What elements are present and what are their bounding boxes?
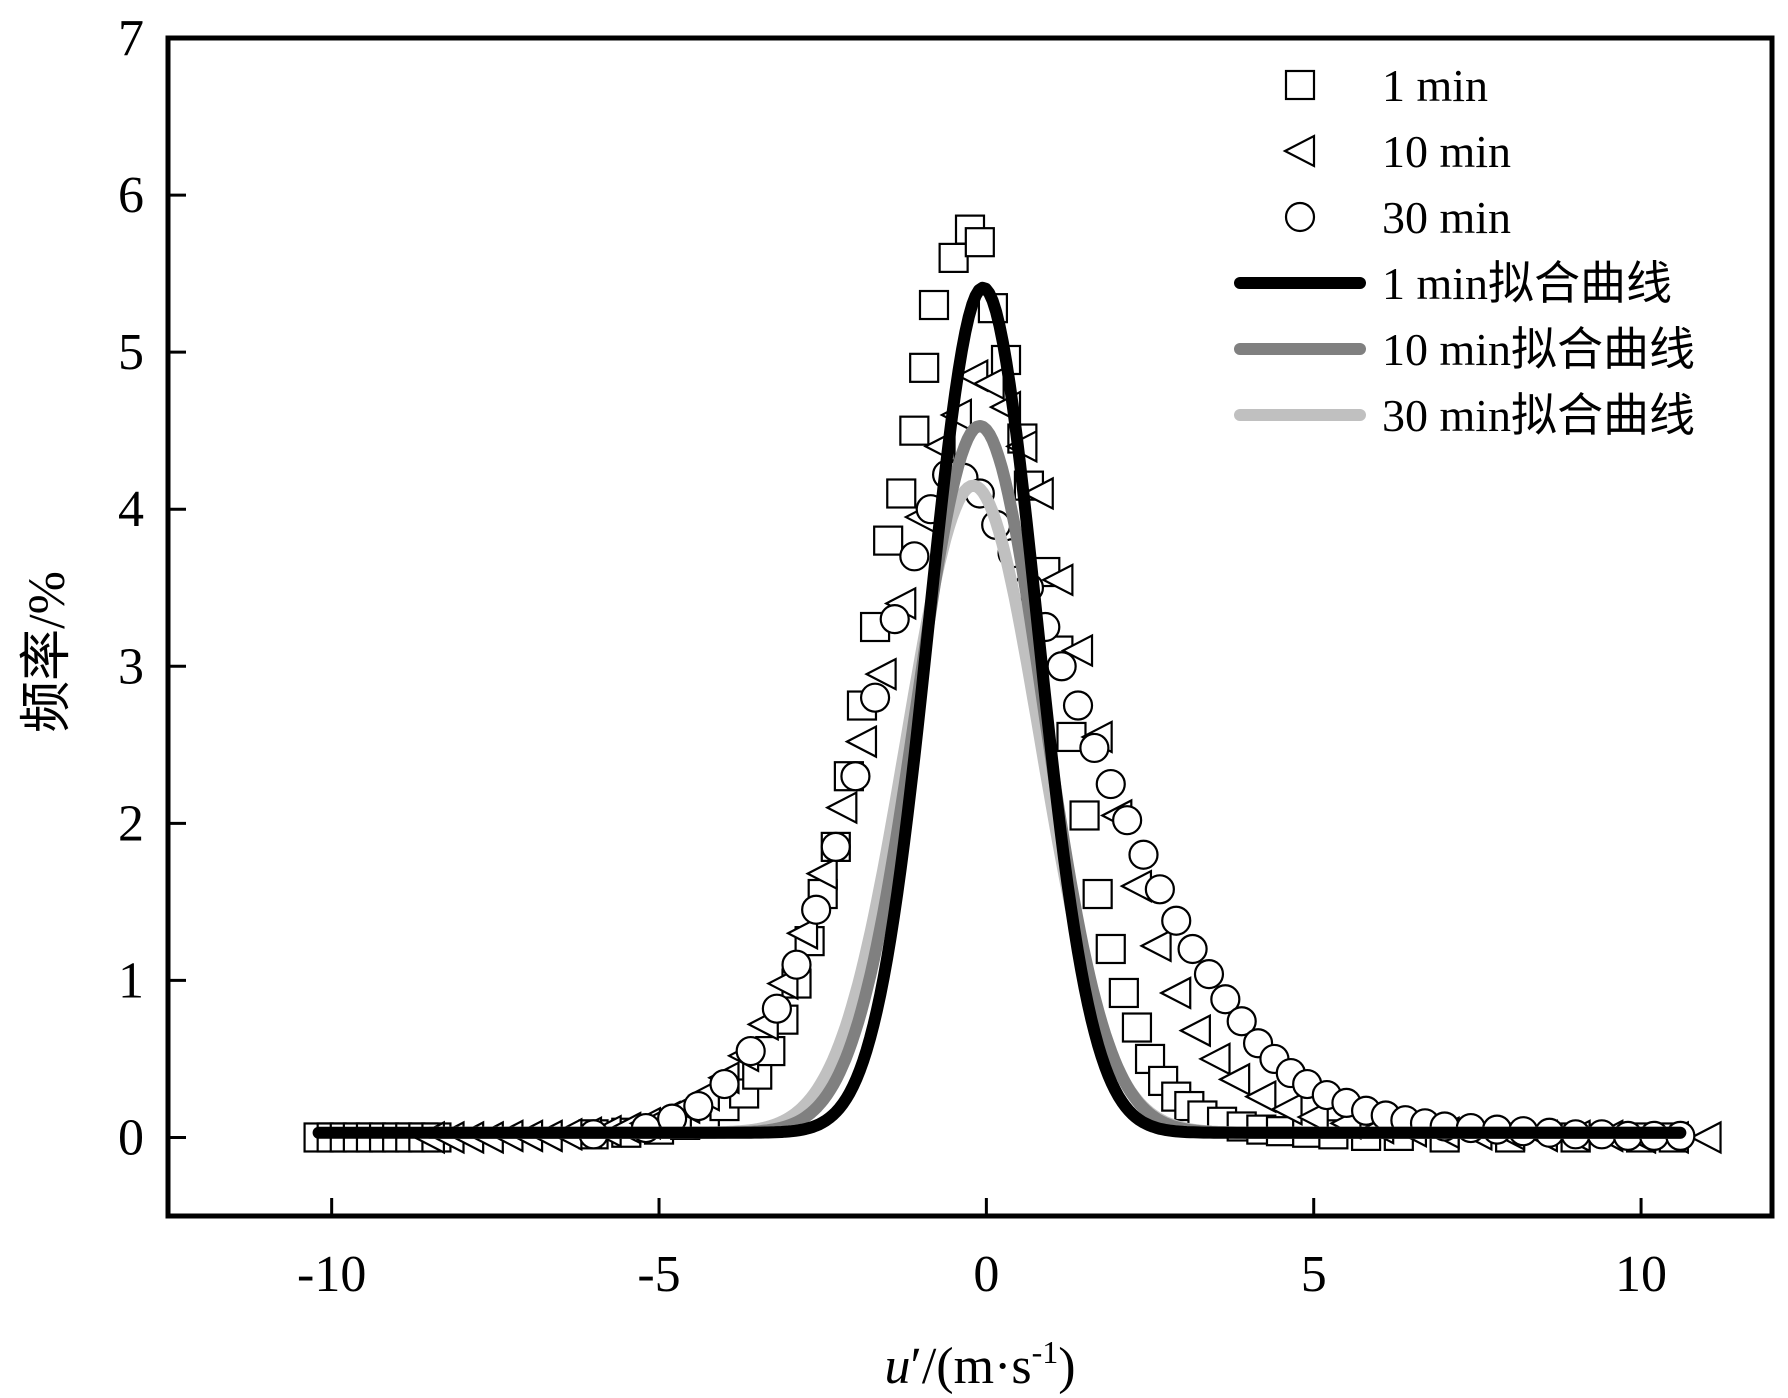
x-axis-title-unit-exp: -1 — [1032, 1334, 1059, 1370]
point-30-min — [1161, 905, 1192, 936]
point-10-min — [1243, 1079, 1277, 1114]
legend-label-30-min: 30 min拟合曲线 — [1382, 390, 1695, 441]
plot-frame — [165, 35, 1775, 1219]
point-1-min — [886, 478, 917, 509]
point-10-min — [864, 657, 897, 691]
point-10-min — [1217, 1062, 1251, 1097]
y-tick-label: 4 — [118, 481, 144, 538]
point-10-min — [1021, 476, 1054, 511]
point-10-min — [1139, 929, 1172, 963]
y-axis-title-group: 频率/% — [19, 571, 76, 733]
x-axis-title-var: u — [884, 1338, 910, 1395]
y-tick-label: 6 — [118, 167, 144, 224]
y-tick-label: 1 — [118, 952, 144, 1009]
legend-label-30-min: 30 min — [1382, 192, 1511, 243]
point-30-min — [761, 993, 792, 1024]
y-tick-label: 0 — [118, 1109, 144, 1166]
point-10-min — [1040, 563, 1074, 597]
point-1-min — [918, 289, 950, 321]
point-10-min — [1689, 1120, 1722, 1155]
point-10-min — [824, 790, 858, 825]
point-30-min — [1226, 1006, 1257, 1037]
y-axis-title: 频率/% — [19, 571, 76, 733]
plot-layer — [303, 214, 1722, 1155]
point-1-min — [1121, 1012, 1153, 1043]
point-30-min — [899, 541, 930, 572]
legend-marker-30-min — [1284, 201, 1316, 233]
legend: 1 min 10 min 30 min 1 min拟合曲线 10 min拟合曲线 30 m… — [1234, 60, 1695, 441]
x-axis-title-prime: ′ — [910, 1338, 921, 1395]
axes-layer: -10 -5 0 5 10 0 1 2 3 4 5 6 7 — [118, 10, 1775, 1303]
y-tick-label: 7 — [118, 10, 144, 67]
point-10-min — [1296, 1100, 1329, 1134]
point-1-min — [1095, 933, 1126, 965]
point-10-min — [1198, 1042, 1231, 1076]
x-tick-label: 0 — [973, 1246, 999, 1303]
x-axis-title: u′/(m·s-1) — [884, 1334, 1075, 1395]
point-30-min — [1062, 690, 1094, 721]
point-30-min — [683, 1090, 714, 1122]
point-30-min — [1193, 959, 1225, 990]
point-30-min — [1112, 805, 1143, 836]
x-tick-label: -10 — [297, 1246, 366, 1303]
point-30-min — [859, 682, 891, 713]
point-10-min — [785, 916, 819, 951]
fit-curve-1-min — [312, 281, 1687, 1139]
point-1-min — [964, 227, 995, 258]
legend-label-10-min: 10 min — [1382, 126, 1511, 177]
point-10-min — [844, 724, 878, 759]
point-30-min — [735, 1035, 766, 1067]
point-1-min — [909, 352, 940, 383]
point-10-min — [1178, 1013, 1211, 1048]
point-1-min — [1108, 977, 1139, 1009]
legend-marker-1-min — [1284, 69, 1316, 101]
point-30-min — [1128, 839, 1159, 870]
point-30-min — [840, 761, 871, 792]
point-30-min — [879, 604, 910, 635]
x-tick-label: -5 — [637, 1246, 680, 1303]
point-30-min — [1095, 768, 1126, 800]
point-1-min — [1082, 878, 1113, 910]
point-30-min — [709, 1068, 740, 1100]
legend-label-1-min: 1 min — [1382, 60, 1488, 111]
point-30-min — [1079, 732, 1110, 764]
point-30-min — [1144, 874, 1175, 905]
point-1-min — [1069, 800, 1100, 831]
x-axis-title-unit-close: ) — [1058, 1338, 1075, 1395]
legend-label-10-min: 10 min拟合曲线 — [1382, 324, 1695, 375]
point-10-min — [1060, 633, 1094, 668]
point-1-min — [899, 415, 930, 446]
y-tick-label: 5 — [118, 324, 144, 381]
point-1-min — [938, 242, 969, 273]
point-10-min — [1158, 976, 1192, 1010]
point-30-min — [801, 894, 832, 925]
legend-label-1-min: 1 min拟合曲线 — [1382, 258, 1672, 309]
x-tick-label: 5 — [1301, 1246, 1327, 1303]
point-30-min — [820, 831, 851, 862]
point-30-min — [1046, 651, 1077, 682]
point-10-min — [1270, 1092, 1303, 1127]
point-30-min — [1210, 984, 1241, 1015]
legend-marker-10-min — [1282, 134, 1316, 168]
x-tick-label: 10 — [1615, 1246, 1667, 1303]
y-tick-label: 3 — [118, 638, 144, 695]
point-10-min — [805, 856, 838, 891]
point-1-min — [873, 525, 904, 556]
point-30-min — [1177, 933, 1208, 965]
y-tick-label: 2 — [118, 795, 144, 852]
point-30-min — [781, 949, 812, 980]
x-axis-title-unit-open: /(m·s — [922, 1338, 1032, 1395]
